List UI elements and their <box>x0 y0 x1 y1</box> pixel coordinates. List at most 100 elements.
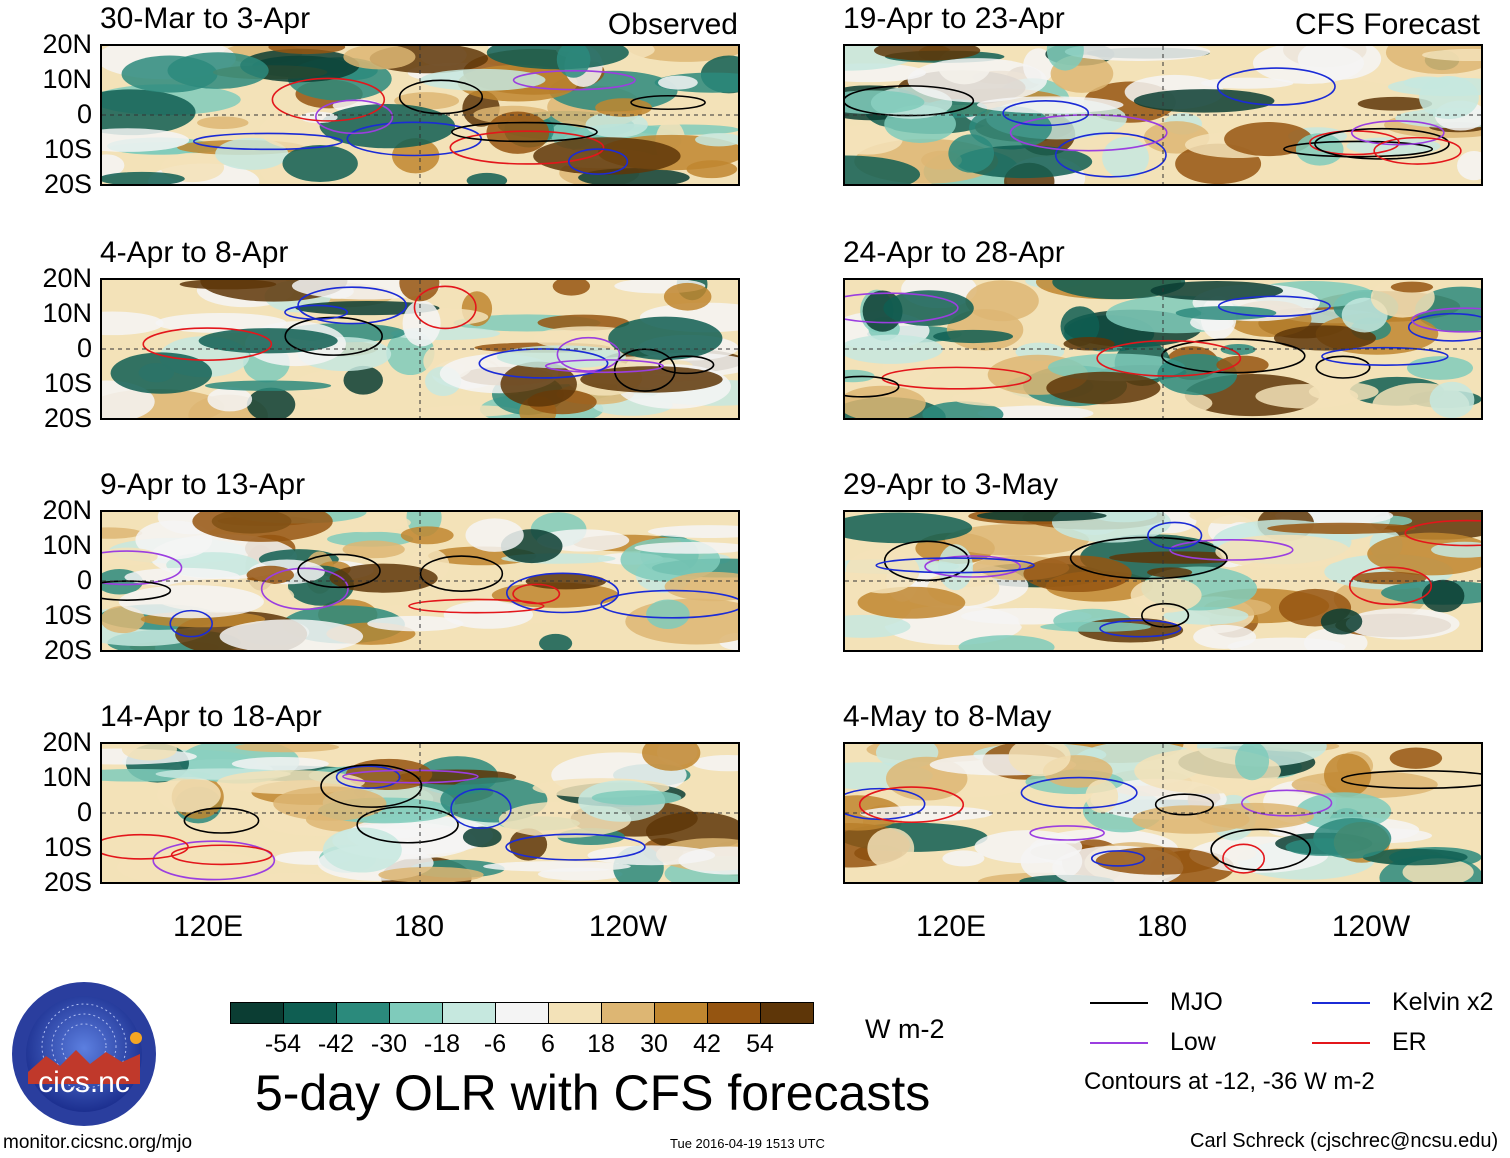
wave-contour <box>1315 355 1371 379</box>
olr-anomaly-blob <box>483 861 631 872</box>
lat-label: 10S <box>43 600 92 630</box>
wave-contour <box>858 786 965 824</box>
olr-anomaly-blob <box>500 361 577 407</box>
olr-anomaly-blob <box>343 365 383 395</box>
lat-label: 0 <box>76 333 92 363</box>
olr-anomaly-blob <box>873 46 981 61</box>
olr-anomaly-blob <box>1357 96 1433 111</box>
lat-label: 10N <box>42 64 92 94</box>
olr-anomaly-blob <box>1008 744 1071 777</box>
olr-anomaly-blob <box>102 89 196 136</box>
lat-label: 20N <box>42 727 92 757</box>
site-url: monitor.cicsnc.org/mjo <box>3 1132 193 1153</box>
legend-label: ER <box>1392 1028 1427 1056</box>
olr-anomaly-blob <box>867 827 915 870</box>
panel-title: 19-Apr to 23-Apr <box>843 2 1065 35</box>
olr-anomaly-blob <box>465 518 524 552</box>
timestamp: Tue 2016-04-19 1513 UTC <box>670 1136 825 1151</box>
panel-title: 29-Apr to 3-May <box>843 468 1059 501</box>
wave-contour <box>567 148 629 175</box>
olr-anomaly-blob <box>907 58 1048 103</box>
lat-label: 20S <box>43 867 92 897</box>
olr-anomaly-blob <box>1046 371 1161 405</box>
wave-contour <box>1169 539 1294 561</box>
wave-contour <box>1241 789 1333 817</box>
lat-label: 10S <box>43 832 92 862</box>
wave-contour <box>1054 132 1167 178</box>
colorbar-tick-label: -54 <box>264 1030 302 1058</box>
wave-contour <box>1283 140 1434 158</box>
wave-contour <box>505 833 646 861</box>
lat-label: 0 <box>76 565 92 595</box>
colorbar-tick-label: 30 <box>640 1030 668 1058</box>
panel-title: 9-Apr to 13-Apr <box>100 468 306 501</box>
lat-label: 0 <box>76 797 92 827</box>
olr-anomaly-blob <box>646 599 690 630</box>
wave-contour <box>1154 793 1215 816</box>
wave-contour <box>342 769 479 784</box>
olr-anomaly-blob <box>1235 744 1270 781</box>
panel-title: 4-May to 8-May <box>843 700 1052 733</box>
wave-contour <box>260 567 349 611</box>
wave-contour <box>556 336 621 372</box>
olr-anomaly-blob <box>1324 753 1372 797</box>
olr-anomaly-blob <box>1046 46 1084 71</box>
wave-contour <box>102 550 183 586</box>
olr-anomaly-blob <box>197 116 249 130</box>
colorbar-tick-label: -42 <box>317 1030 355 1058</box>
colorbar-cell <box>336 1002 390 1024</box>
olr-anomaly-blob <box>378 866 484 882</box>
wave-contour <box>1090 850 1146 867</box>
lat-label: 10N <box>42 298 92 328</box>
olr-anomaly-blob <box>552 280 591 296</box>
legend-swatch <box>1312 1041 1370 1044</box>
olr-anomaly-blob <box>1060 306 1100 346</box>
olr-anomaly-blob <box>402 300 441 347</box>
colorbar-cell <box>707 1002 761 1024</box>
wave-contour <box>600 589 738 619</box>
lon-label: 120W <box>1331 910 1411 943</box>
wave-contour <box>451 121 598 143</box>
olr-anomaly-blob <box>845 385 926 418</box>
olr-anomaly-blob <box>1095 847 1220 875</box>
wave-contour <box>320 764 423 808</box>
colorbar-cell <box>230 1002 284 1024</box>
wave-contour <box>335 765 401 789</box>
colorbar-tick-label: 54 <box>746 1030 774 1058</box>
olr-anomaly-blob <box>883 290 974 326</box>
olr-anomaly-blob <box>1175 306 1277 320</box>
observed-label: Observed <box>607 8 738 41</box>
olr-anomaly-blob <box>1389 747 1443 769</box>
olr-anomaly-blob <box>418 405 520 417</box>
colorbar-tick-label: 42 <box>693 1030 721 1058</box>
lon-label: 120E <box>915 910 987 943</box>
olr-anomaly-blob <box>192 512 333 542</box>
olr-map <box>100 742 740 884</box>
lat-label: 10S <box>43 368 92 398</box>
wave-contour <box>1217 295 1331 318</box>
lon-label: 180 <box>1136 910 1188 943</box>
olr-anomaly-blob <box>1362 848 1468 866</box>
wave-contour <box>419 555 504 592</box>
olr-anomaly-blob <box>1227 637 1346 650</box>
panel-title: 14-Apr to 18-Apr <box>100 700 322 733</box>
olr-anomaly-blob <box>110 352 213 394</box>
olr-anomaly-blob <box>1023 555 1132 593</box>
olr-anomaly-blob <box>1255 383 1359 409</box>
olr-anomaly-blob <box>977 405 1094 418</box>
colorbar-cell <box>389 1002 443 1024</box>
wave-contour <box>512 69 636 91</box>
colorbar <box>230 1002 814 1024</box>
olr-anomaly-blob <box>591 790 682 806</box>
olr-map <box>100 510 740 652</box>
wave-contour <box>297 553 381 589</box>
olr-anomaly-blob <box>958 635 1055 650</box>
olr-anomaly-blob <box>135 520 213 560</box>
legend-label: Low <box>1170 1028 1216 1056</box>
wave-contour <box>449 130 605 165</box>
lon-label: 120W <box>588 910 668 943</box>
olr-anomaly-blob <box>1085 779 1119 813</box>
olr-anomaly-blob <box>585 111 648 138</box>
olr-anomaly-blob <box>246 387 296 418</box>
wave-contour <box>102 833 189 860</box>
